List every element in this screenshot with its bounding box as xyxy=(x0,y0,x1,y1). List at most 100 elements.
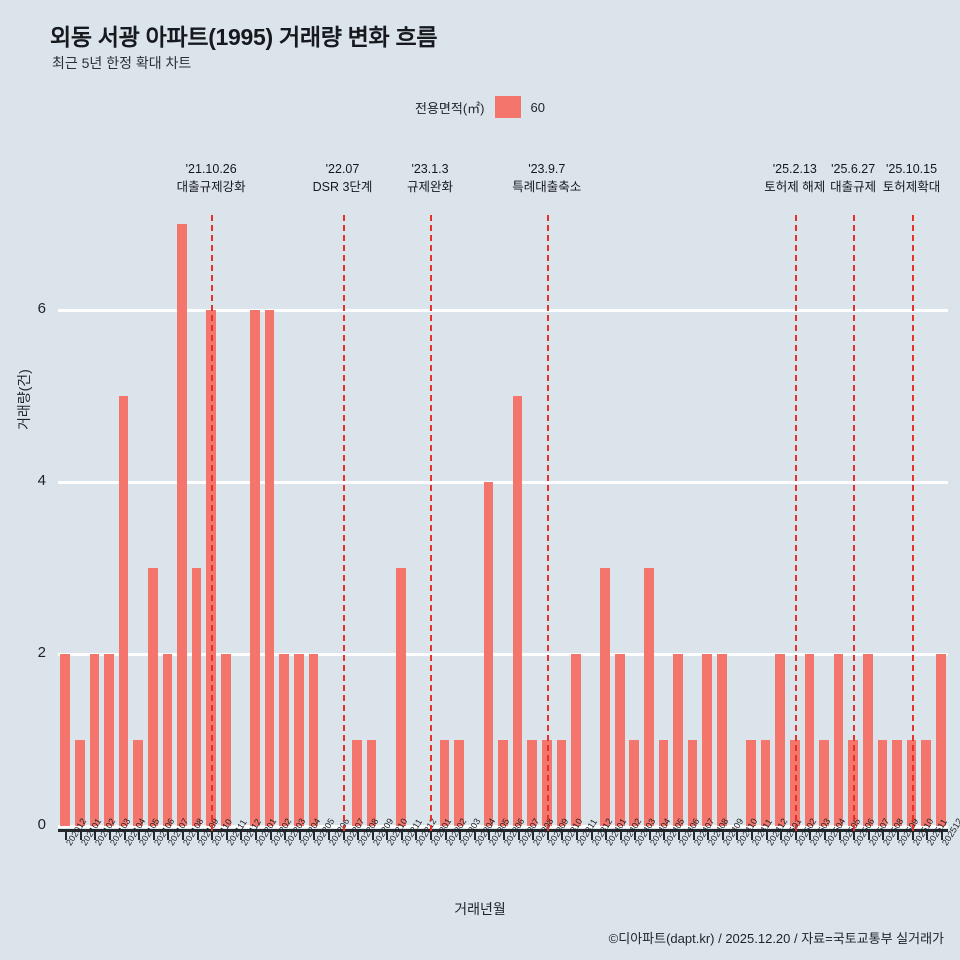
x-axis-tick xyxy=(138,829,141,840)
bar[interactable] xyxy=(833,654,844,826)
x-axis-tick xyxy=(459,829,462,840)
bar[interactable] xyxy=(366,740,377,826)
bar[interactable] xyxy=(396,568,406,826)
bar[interactable] xyxy=(148,568,158,826)
bar[interactable] xyxy=(687,740,698,826)
gridline xyxy=(58,652,948,656)
bar[interactable] xyxy=(702,654,713,826)
bar[interactable] xyxy=(935,654,946,826)
bar[interactable] xyxy=(75,740,85,826)
x-axis-tick xyxy=(269,829,272,840)
bar[interactable] xyxy=(658,740,669,826)
annotation-label: '21.10.26 대출규제강화 xyxy=(121,160,301,196)
x-axis-tick xyxy=(313,829,316,840)
bar[interactable] xyxy=(279,654,289,826)
x-axis-tick xyxy=(780,829,783,840)
annotation-label: '23.1.3 규제완화 xyxy=(340,160,520,196)
bar[interactable] xyxy=(89,654,100,826)
bar[interactable] xyxy=(352,740,362,826)
x-axis-tick xyxy=(590,829,593,840)
x-axis-tick xyxy=(546,829,549,840)
x-axis-tick xyxy=(240,829,243,840)
y-axis-tick-label: 4 xyxy=(37,472,46,490)
bar[interactable] xyxy=(862,654,873,826)
bar[interactable] xyxy=(600,568,610,826)
bar[interactable] xyxy=(162,654,173,826)
bar[interactable] xyxy=(614,654,625,826)
bar[interactable] xyxy=(921,740,931,826)
x-axis-tick xyxy=(444,829,447,840)
bar[interactable] xyxy=(877,740,888,826)
bar[interactable] xyxy=(177,224,187,826)
bar[interactable] xyxy=(439,740,450,826)
x-axis-tick xyxy=(765,829,768,840)
page-subtitle: 최근 5년 한정 확대 차트 xyxy=(52,55,192,71)
annotation-date: '21.10.26 xyxy=(185,162,237,176)
bar[interactable] xyxy=(191,568,202,826)
bar[interactable] xyxy=(250,310,260,826)
bar[interactable] xyxy=(629,740,640,826)
x-axis-tick xyxy=(605,829,608,840)
annotation-line xyxy=(911,215,914,831)
x-axis-tick xyxy=(896,829,899,840)
x-axis-tick xyxy=(254,829,257,840)
x-axis-tick xyxy=(707,829,710,840)
annotation-label: '23.9.7 특례대출축소 xyxy=(457,160,637,196)
bar[interactable] xyxy=(133,740,144,826)
bar[interactable] xyxy=(512,396,523,826)
x-axis-tick xyxy=(882,829,885,840)
bar[interactable] xyxy=(220,654,231,826)
bar[interactable] xyxy=(644,568,654,826)
bar[interactable] xyxy=(293,654,304,826)
bar[interactable] xyxy=(819,740,829,826)
x-axis-tick xyxy=(327,829,330,840)
annotation-date: '23.1.3 xyxy=(411,162,449,176)
bar[interactable] xyxy=(118,396,129,826)
x-axis-tick xyxy=(940,829,943,840)
annotation-label: '22.07 DSR 3단계 xyxy=(253,160,433,196)
bar[interactable] xyxy=(104,654,114,826)
x-axis-tick xyxy=(634,829,637,840)
bar[interactable] xyxy=(804,654,815,826)
x-axis-tick xyxy=(473,829,476,840)
annotation-date: '25.10.15 xyxy=(885,162,938,176)
annotation-date: '25.6.27 xyxy=(831,162,876,176)
bar[interactable] xyxy=(308,654,319,826)
x-axis-tick xyxy=(79,829,82,840)
bar[interactable] xyxy=(264,310,275,826)
x-axis-tick xyxy=(503,829,505,840)
x-axis-tick xyxy=(488,829,491,840)
bar[interactable] xyxy=(673,654,683,826)
y-axis-tick-label: 0 xyxy=(37,816,46,833)
bar[interactable] xyxy=(746,740,756,826)
bar[interactable] xyxy=(527,740,537,826)
annotation-line xyxy=(211,215,214,831)
bar[interactable] xyxy=(717,654,727,826)
x-axis-tick xyxy=(619,829,622,840)
legend-title: 전용면적(㎡) xyxy=(415,100,485,116)
annotation-text: 토허제 해제 xyxy=(764,180,826,195)
bar[interactable] xyxy=(454,740,465,826)
bar[interactable] xyxy=(775,654,786,826)
bar[interactable] xyxy=(483,482,494,826)
x-axis-tick xyxy=(736,829,739,840)
x-axis-tick xyxy=(926,829,929,840)
x-axis-tick xyxy=(211,829,214,840)
bar[interactable] xyxy=(760,740,771,826)
x-axis-tick xyxy=(663,829,666,840)
bar[interactable] xyxy=(892,740,902,826)
bar[interactable] xyxy=(556,740,567,826)
x-axis-tick xyxy=(371,829,374,840)
annotation-date: '22.07 xyxy=(325,162,360,176)
x-axis-tick xyxy=(911,829,914,840)
legend-value: 60 xyxy=(530,99,545,115)
gridline xyxy=(58,308,948,312)
annotation-text: 대출규제강화 xyxy=(176,180,246,195)
x-axis-tick xyxy=(575,829,578,840)
bar[interactable] xyxy=(60,654,71,826)
x-axis-tick xyxy=(838,829,841,840)
bar[interactable] xyxy=(571,654,581,826)
bar[interactable] xyxy=(498,740,508,826)
footer-credit: ©디아파트(dapt.kr) / 2025.12.20 / 자료=국토교통부 실… xyxy=(608,931,944,946)
